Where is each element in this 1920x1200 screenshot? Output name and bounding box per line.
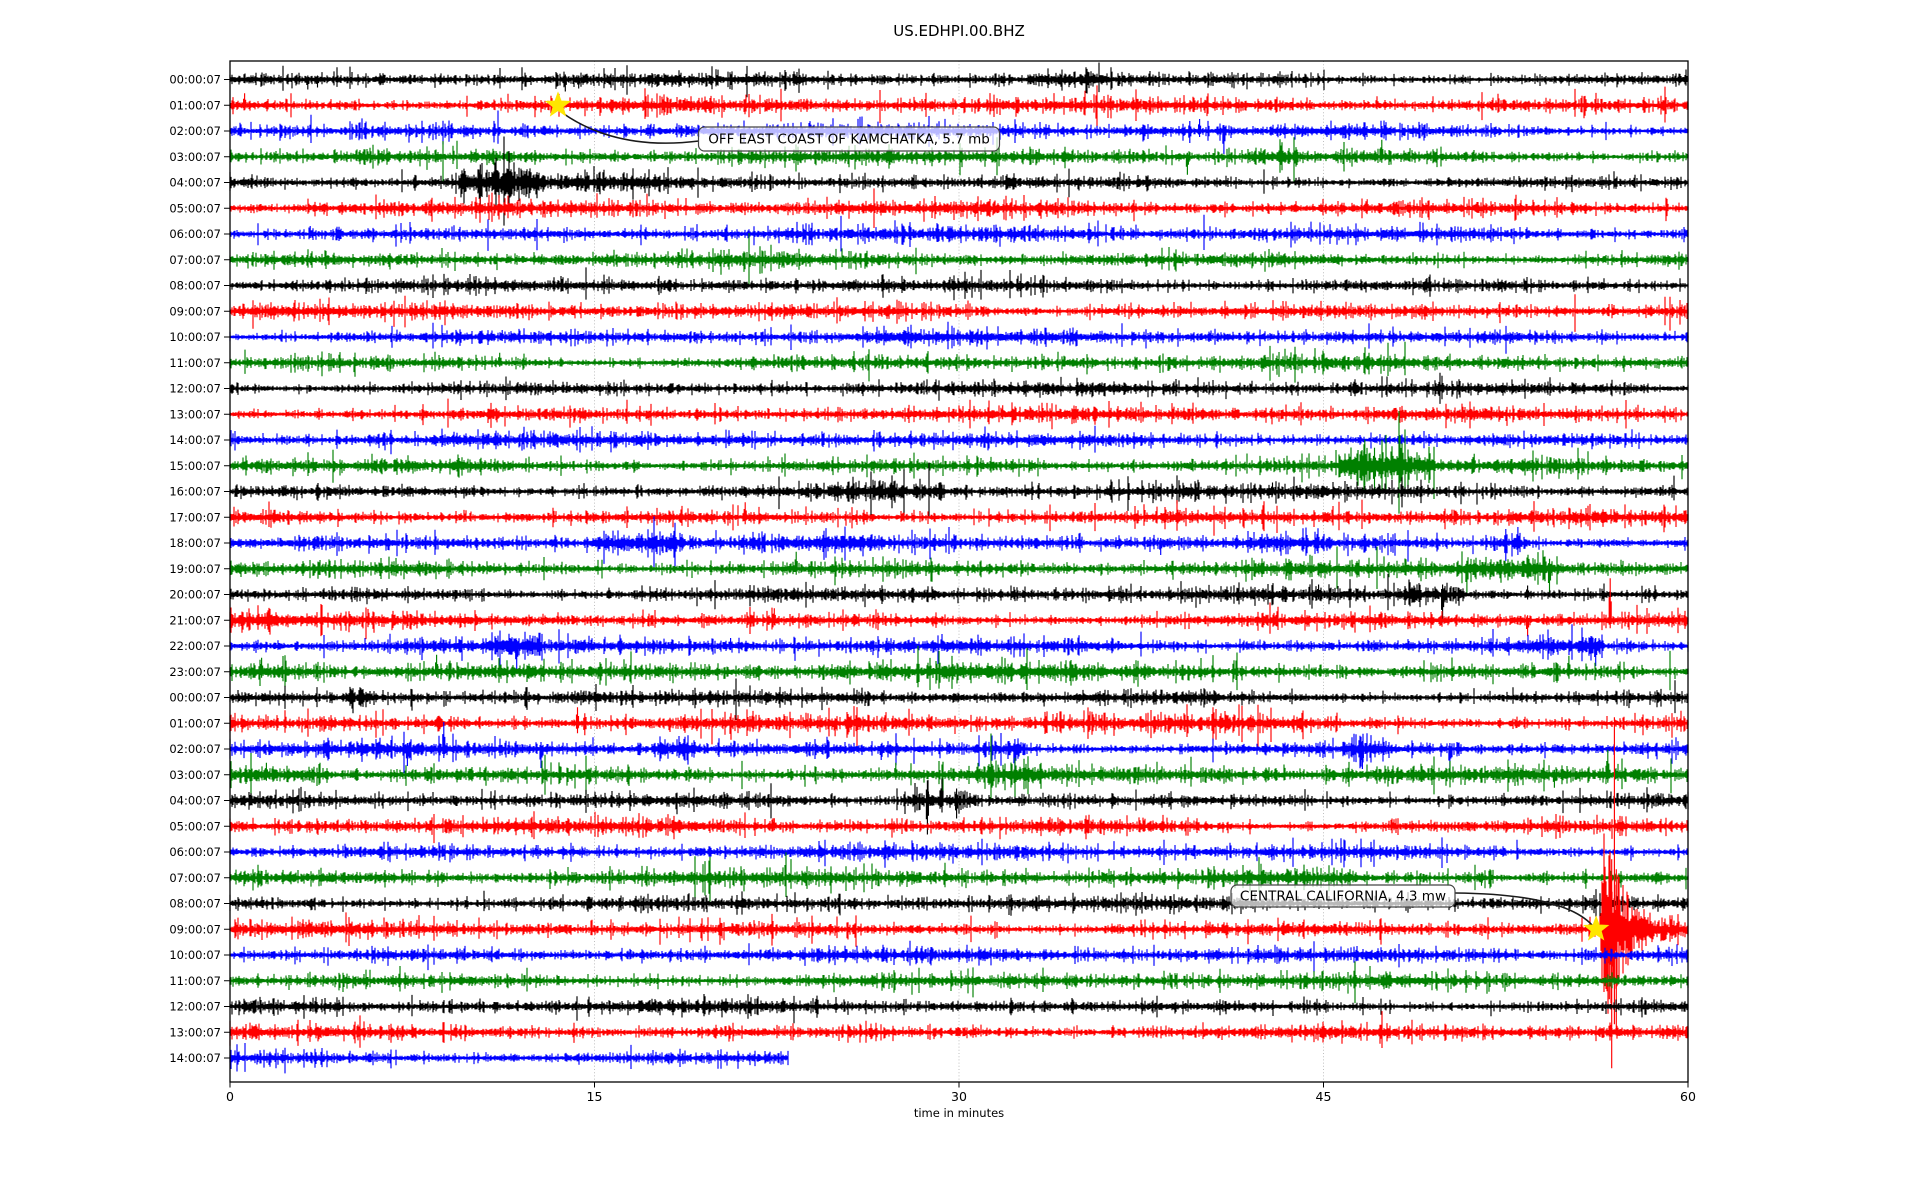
- row-label: 22:00:07: [169, 639, 221, 653]
- x-tick-label: 0: [226, 1089, 234, 1104]
- event-annotation-box: [697, 126, 1001, 152]
- event-annotations: OFF EAST COAST OF KAMCHATKA, 5.7 mb CENTR…: [544, 91, 1610, 941]
- trace-row: [229, 398, 1689, 430]
- row-label: 11:00:07: [169, 356, 221, 370]
- x-tick-labels: 0 15 30 45 60: [226, 1089, 1696, 1104]
- row-label: 07:00:07: [169, 871, 221, 885]
- trace-row: [229, 294, 1689, 332]
- trace-row: [229, 499, 1689, 536]
- row-label: 08:00:07: [169, 279, 221, 293]
- event-star-icon: [544, 91, 572, 117]
- event-leader-line: [1454, 892, 1593, 926]
- row-label: 02:00:07: [169, 124, 221, 138]
- row-label: 09:00:07: [169, 304, 221, 318]
- row-label: 06:00:07: [169, 227, 221, 241]
- axis-ticks: [224, 79, 1689, 1088]
- row-label: 17:00:07: [169, 510, 221, 524]
- row-label: 07:00:07: [169, 253, 221, 267]
- trace-row: [229, 1011, 1689, 1048]
- trace-row: [229, 811, 1689, 844]
- row-label: 04:00:07: [169, 794, 221, 808]
- event-annotation-label: OFF EAST COAST OF KAMCHATKA, 5.7 mb: [708, 132, 990, 148]
- row-label: 06:00:07: [169, 845, 221, 859]
- row-label: 05:00:07: [169, 819, 221, 833]
- trace-row: [229, 678, 1689, 720]
- trace-row: [229, 321, 1689, 354]
- row-label: 09:00:07: [169, 922, 221, 936]
- row-label: 13:00:07: [169, 1025, 221, 1039]
- trace-row: [229, 961, 1689, 1004]
- event-annotation-label: CENTRAL CALIFORNIA, 4.3 mw: [1240, 889, 1446, 905]
- x-tick-label: 30: [951, 1089, 967, 1104]
- row-label: 10:00:07: [169, 330, 221, 344]
- event-annotation-box: [1230, 884, 1456, 908]
- row-label: 10:00:07: [169, 948, 221, 962]
- trace-row: [229, 85, 1689, 127]
- row-label: 08:00:07: [169, 897, 221, 911]
- row-label: 02:00:07: [169, 742, 221, 756]
- row-label: 14:00:07: [169, 433, 221, 447]
- x-tick-label: 45: [1316, 1089, 1332, 1104]
- trace-row: [229, 341, 1689, 383]
- row-label: 04:00:07: [169, 176, 221, 190]
- x-tick-label: 15: [587, 1089, 603, 1104]
- row-label: 18:00:07: [169, 536, 221, 550]
- row-label: 15:00:07: [169, 459, 221, 473]
- x-tick-label: 60: [1680, 1089, 1696, 1104]
- row-label: 11:00:07: [169, 974, 221, 988]
- trace-row: [229, 852, 1689, 902]
- row-label: 00:00:07: [169, 691, 221, 705]
- row-label: 16:00:07: [169, 485, 221, 499]
- row-label: 19:00:07: [169, 562, 221, 576]
- trace-row: [229, 188, 1689, 228]
- row-label: 03:00:07: [169, 150, 221, 164]
- trace-row: [229, 214, 1689, 252]
- plot-title: US.EDHPI.00.BHZ: [893, 22, 1025, 40]
- row-label: 12:00:07: [169, 382, 221, 396]
- row-label: 12:00:07: [169, 1000, 221, 1014]
- row-label: 01:00:07: [169, 716, 221, 730]
- row-label: 01:00:07: [169, 98, 221, 112]
- row-label: 23:00:07: [169, 665, 221, 679]
- row-label: 20:00:07: [169, 588, 221, 602]
- trace-rows: [229, 62, 1689, 1074]
- event-star-icon: [1582, 915, 1610, 941]
- row-label: 05:00:07: [169, 201, 221, 215]
- row-label: 03:00:07: [169, 768, 221, 782]
- x-axis-label: time in minutes: [914, 1106, 1004, 1120]
- trace-row: [229, 372, 1689, 404]
- row-label: 13:00:07: [169, 407, 221, 421]
- row-label: 21:00:07: [169, 613, 221, 627]
- trace-row: [229, 546, 1689, 595]
- trace-row: [229, 994, 1689, 1024]
- trace-row: [229, 1043, 789, 1074]
- row-labels: 00:00:07 01:00:07 02:00:07 03:00:07 04:00:07…: [169, 73, 221, 1066]
- row-label: 14:00:07: [169, 1051, 221, 1065]
- row-label: 00:00:07: [169, 73, 221, 87]
- event-leader-line: [563, 113, 700, 144]
